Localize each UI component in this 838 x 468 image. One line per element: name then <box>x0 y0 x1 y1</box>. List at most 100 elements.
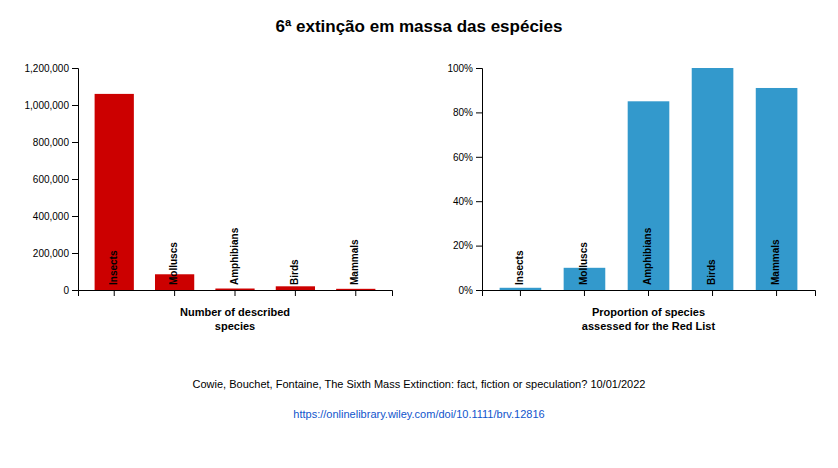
axis-line <box>476 69 483 291</box>
category-label: Molluscs <box>578 242 589 285</box>
bar-labels: Insects Molluscs Amphibians Birds Mammals <box>514 227 781 285</box>
axis-line <box>79 291 393 297</box>
tick-label: 0 <box>63 285 69 296</box>
tick-mark <box>476 68 482 69</box>
tick-mark <box>72 105 78 106</box>
tick-mark <box>235 290 236 296</box>
bar <box>500 288 542 290</box>
x-axis-title-line: Proportion of species <box>592 306 705 318</box>
x-tick <box>355 290 356 296</box>
y-tick: 100% <box>447 63 482 74</box>
panel: 0% 20% 40% 60% 80% 100% Insects Molluscs Amphibi… <box>447 63 815 332</box>
tick-label: 800,000 <box>33 137 70 148</box>
tick-mark <box>295 290 296 296</box>
annotation: https://onlinelibrary.wiley.com/doi/10.1… <box>293 408 544 420</box>
tick-mark <box>648 290 649 296</box>
x-axis-title-line: species <box>215 320 255 332</box>
y-tick: 60% <box>453 152 482 163</box>
category-label: Mammals <box>770 239 781 285</box>
y-axis: 0 200,000 400,000 600,000 800,000 1,000,000 1,… <box>25 63 79 296</box>
tick-label: 1,200,000 <box>25 63 70 74</box>
y-tick: 1,000,000 <box>25 100 79 111</box>
category-label: Molluscs <box>168 242 179 285</box>
x-axis-title-line: assessed for the Red List <box>582 320 716 332</box>
tick-mark <box>174 290 175 296</box>
y-tick: 80% <box>453 107 482 118</box>
tick-mark <box>72 142 78 143</box>
x-axis-title: Proportion of species assessed for the Re… <box>582 306 716 332</box>
bar <box>215 289 254 290</box>
category-label: Amphibians <box>642 227 653 285</box>
tick-label: 20% <box>453 240 473 251</box>
x-tick <box>712 290 713 296</box>
bars <box>500 68 798 290</box>
x-tick <box>584 290 585 296</box>
tick-mark <box>114 290 115 296</box>
y-tick: 600,000 <box>33 174 78 185</box>
y-tick: 0 <box>63 285 78 296</box>
tick-mark <box>584 290 585 296</box>
tick-label: 400,000 <box>33 211 70 222</box>
tick-mark <box>476 246 482 247</box>
y-tick: 1,200,000 <box>25 63 79 74</box>
tick-mark <box>72 253 78 254</box>
tick-mark <box>355 290 356 296</box>
x-tick <box>114 290 115 296</box>
x-tick <box>235 290 236 296</box>
tick-mark <box>72 216 78 217</box>
tick-label: 40% <box>453 196 473 207</box>
bar <box>336 289 375 290</box>
category-label: Amphibians <box>229 227 240 285</box>
tick-label: 80% <box>453 107 473 118</box>
category-label: Birds <box>706 259 717 285</box>
y-tick: 800,000 <box>33 137 78 148</box>
bar <box>628 101 670 290</box>
y-axis: 0% 20% 40% 60% 80% 100% <box>447 63 482 296</box>
x-tick <box>648 290 649 296</box>
tick-mark <box>520 290 521 296</box>
category-label: Birds <box>289 259 300 285</box>
tick-mark <box>476 290 482 291</box>
bar <box>276 286 315 290</box>
tick-mark <box>712 290 713 296</box>
axis-line <box>483 291 816 297</box>
tick-mark <box>476 112 482 113</box>
y-tick: 0% <box>459 285 482 296</box>
x-axis <box>483 290 816 296</box>
x-tick <box>520 290 521 296</box>
tick-label: 60% <box>453 152 473 163</box>
category-label: Insects <box>108 250 119 285</box>
x-tick <box>776 290 777 296</box>
x-axis-title-line: Number of described <box>180 306 290 318</box>
bars <box>95 94 376 290</box>
y-tick: 20% <box>453 240 482 251</box>
annotation: Cowie, Bouchet, Fontaine, The Sixth Mass… <box>193 378 646 390</box>
bar <box>95 94 134 290</box>
tick-mark <box>476 157 482 158</box>
bar-labels: Insects Molluscs Amphibians Birds Mammals <box>108 227 361 285</box>
x-tick <box>295 290 296 296</box>
category-label: Mammals <box>349 239 360 285</box>
y-tick: 40% <box>453 196 482 207</box>
tick-label: 1,000,000 <box>25 100 70 111</box>
tick-mark <box>776 290 777 296</box>
axis-line <box>72 69 79 291</box>
tick-label: 600,000 <box>33 174 70 185</box>
tick-mark <box>476 201 482 202</box>
tick-mark <box>72 68 78 69</box>
tick-label: 0% <box>459 285 474 296</box>
bar <box>756 88 798 290</box>
x-tick <box>174 290 175 296</box>
x-axis <box>79 290 393 296</box>
chart-canvas: 6ª extinção em massa das espécies 0 200,00… <box>0 0 838 468</box>
panel: 0 200,000 400,000 600,000 800,000 1,000,000 1,… <box>25 63 393 332</box>
tick-label: 200,000 <box>33 248 70 259</box>
x-axis-title: Number of described species <box>180 306 290 332</box>
tick-mark <box>72 179 78 180</box>
title: 6ª extinção em massa das espécies <box>276 17 563 36</box>
y-tick: 200,000 <box>33 248 78 259</box>
y-tick: 400,000 <box>33 211 78 222</box>
tick-label: 100% <box>447 63 473 74</box>
category-label: Insects <box>514 250 525 285</box>
bar <box>692 68 734 290</box>
